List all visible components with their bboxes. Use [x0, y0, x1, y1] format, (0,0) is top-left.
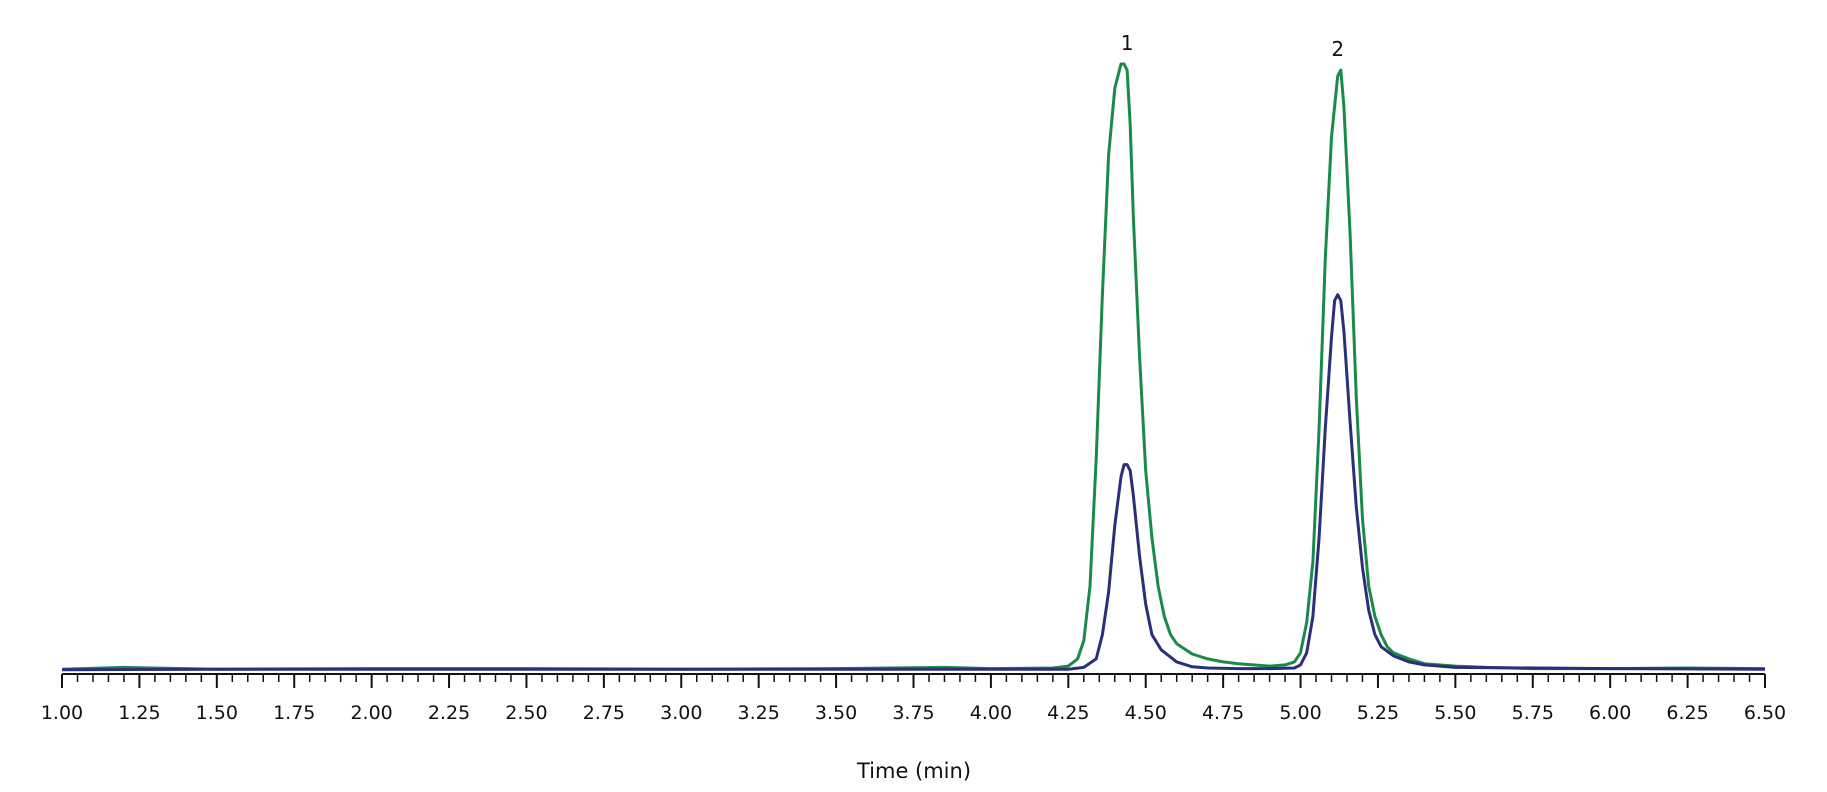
x-axis-title: Time (min) [856, 759, 971, 783]
x-tick-label: 4.50 [1125, 702, 1167, 724]
x-tick-label: 2.75 [583, 702, 625, 724]
x-tick-label: 1.00 [41, 702, 83, 724]
x-tick-label: 6.50 [1744, 702, 1786, 724]
x-tick-label: 4.25 [1047, 702, 1089, 724]
x-tick-label: 4.00 [970, 702, 1012, 724]
x-tick-label: 3.00 [660, 702, 702, 724]
x-tick-label: 6.00 [1589, 702, 1631, 724]
x-axis-ticks: 1.00 1.25 1.50 1.75 2.00 2.25 2.50 2.75 3.00 3.25… [41, 674, 1786, 724]
peak-label-2: 2 [1331, 37, 1344, 61]
peak-label-1: 1 [1121, 31, 1134, 55]
series-line-2 [61, 293, 1766, 672]
x-tick-label: 2.50 [505, 702, 547, 724]
x-tick-label: 3.75 [892, 702, 934, 724]
x-tick-label: 4.75 [1202, 702, 1244, 724]
x-tick-label: 2.25 [428, 702, 470, 724]
x-tick-label: 1.50 [196, 702, 238, 724]
x-tick-label: 3.50 [815, 702, 857, 724]
x-tick-label: 1.75 [273, 702, 315, 724]
x-tick-label: 5.25 [1357, 702, 1399, 724]
series-line-1 [61, 62, 1766, 671]
x-tick-label: 5.00 [1279, 702, 1321, 724]
x-tick-label: 5.50 [1434, 702, 1476, 724]
x-tick-label: 5.75 [1512, 702, 1554, 724]
x-tick-label: 2.00 [350, 702, 392, 724]
x-tick-label: 6.25 [1666, 702, 1708, 724]
series-layer [61, 62, 1766, 672]
x-tick-label: 1.25 [118, 702, 160, 724]
x-tick-label: 3.25 [738, 702, 780, 724]
